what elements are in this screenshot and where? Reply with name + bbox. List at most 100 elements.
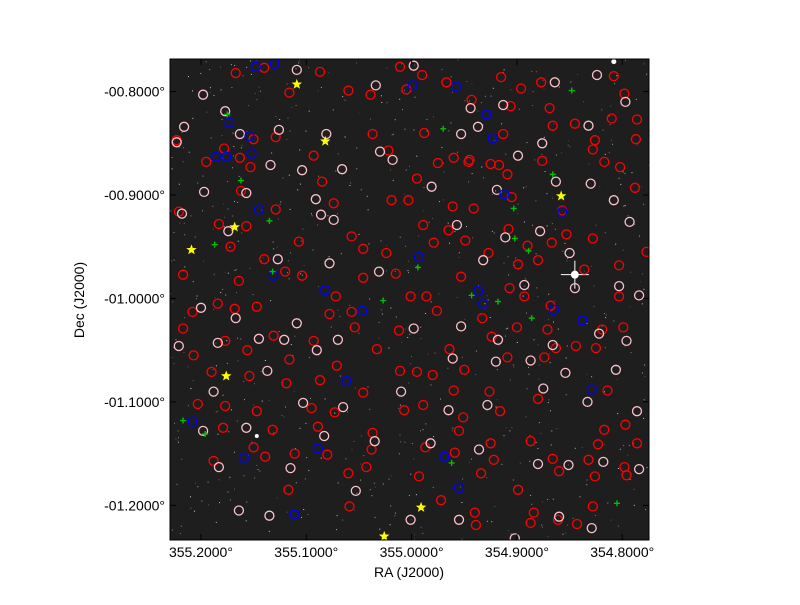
source-marker [374, 146, 386, 157]
star-marker [555, 190, 567, 201]
background-star [615, 365, 617, 367]
source-marker [308, 335, 319, 347]
background-star [567, 257, 569, 259]
background-star [336, 515, 338, 517]
background-star [254, 383, 255, 385]
background-star [171, 260, 173, 262]
background-star [450, 122, 452, 124]
background-star [291, 106, 293, 108]
source-marker [451, 219, 463, 231]
source-marker [512, 484, 524, 495]
background-star [540, 228, 542, 230]
background-star [608, 152, 610, 154]
source-marker [319, 430, 330, 442]
source-marker [330, 291, 341, 302]
source-marker [230, 67, 241, 79]
background-star [394, 515, 396, 517]
source-marker [608, 195, 619, 206]
source-marker [310, 194, 321, 205]
background-star [423, 187, 425, 189]
source-marker [582, 396, 593, 408]
background-star [176, 483, 178, 485]
background-star [246, 131, 248, 132]
background-star [482, 124, 484, 126]
background-star [190, 388, 192, 389]
background-star [504, 335, 506, 337]
background-star [638, 235, 640, 237]
background-star [586, 323, 588, 324]
source-marker [371, 344, 383, 355]
source-marker [483, 247, 494, 259]
background-star [486, 295, 488, 297]
background-star [222, 288, 224, 290]
background-star [604, 444, 606, 446]
background-star [260, 260, 262, 262]
source-marker [630, 134, 642, 145]
plus-marker [224, 111, 231, 118]
source-marker [478, 298, 489, 309]
background-star [366, 195, 368, 197]
source-marker [550, 176, 562, 187]
background-star [511, 427, 513, 429]
background-star [363, 455, 365, 457]
background-star [562, 533, 564, 535]
background-star [416, 266, 418, 268]
background-star [295, 482, 297, 484]
background-star [625, 59, 626, 61]
background-star [449, 242, 450, 244]
background-star [399, 404, 401, 406]
source-marker [306, 402, 317, 414]
background-star [222, 394, 224, 396]
background-star [519, 462, 521, 464]
source-marker [613, 291, 625, 302]
source-marker [358, 243, 369, 254]
source-marker [525, 355, 536, 366]
background-star [336, 529, 338, 531]
background-star [312, 249, 314, 251]
background-star [195, 298, 197, 300]
source-marker [241, 187, 252, 199]
background-star [299, 149, 301, 151]
source-marker [569, 118, 581, 129]
background-star [642, 273, 644, 275]
source-marker [367, 128, 378, 140]
background-star [382, 483, 384, 485]
background-star [182, 161, 184, 163]
background-star [275, 116, 277, 117]
background-star [394, 119, 396, 121]
source-marker [314, 66, 326, 78]
background-star [507, 256, 509, 258]
background-star [252, 310, 254, 312]
source-marker [212, 337, 223, 349]
source-marker [591, 69, 603, 81]
source-marker [241, 220, 252, 232]
star-marker [221, 370, 232, 381]
background-star [554, 228, 556, 230]
background-star [228, 431, 230, 433]
background-star [233, 155, 234, 157]
background-star [339, 375, 341, 377]
background-star [181, 131, 183, 133]
background-star [507, 327, 509, 329]
source-marker [519, 291, 530, 302]
source-marker [289, 509, 300, 520]
source-marker [538, 383, 549, 394]
background-star [605, 317, 607, 319]
source-marker [443, 225, 454, 236]
background-star [293, 391, 295, 393]
background-star [517, 203, 519, 205]
background-star [238, 175, 240, 177]
background-star [374, 516, 376, 518]
background-star [422, 532, 424, 534]
background-star [634, 223, 636, 225]
background-star [604, 313, 605, 314]
background-star [246, 349, 248, 351]
source-marker [188, 350, 199, 361]
background-star [387, 101, 388, 103]
source-marker [441, 77, 452, 88]
source-marker [631, 438, 643, 449]
star-marker [229, 221, 240, 232]
background-star [594, 515, 596, 516]
background-star [369, 489, 371, 491]
background-star [183, 222, 185, 224]
